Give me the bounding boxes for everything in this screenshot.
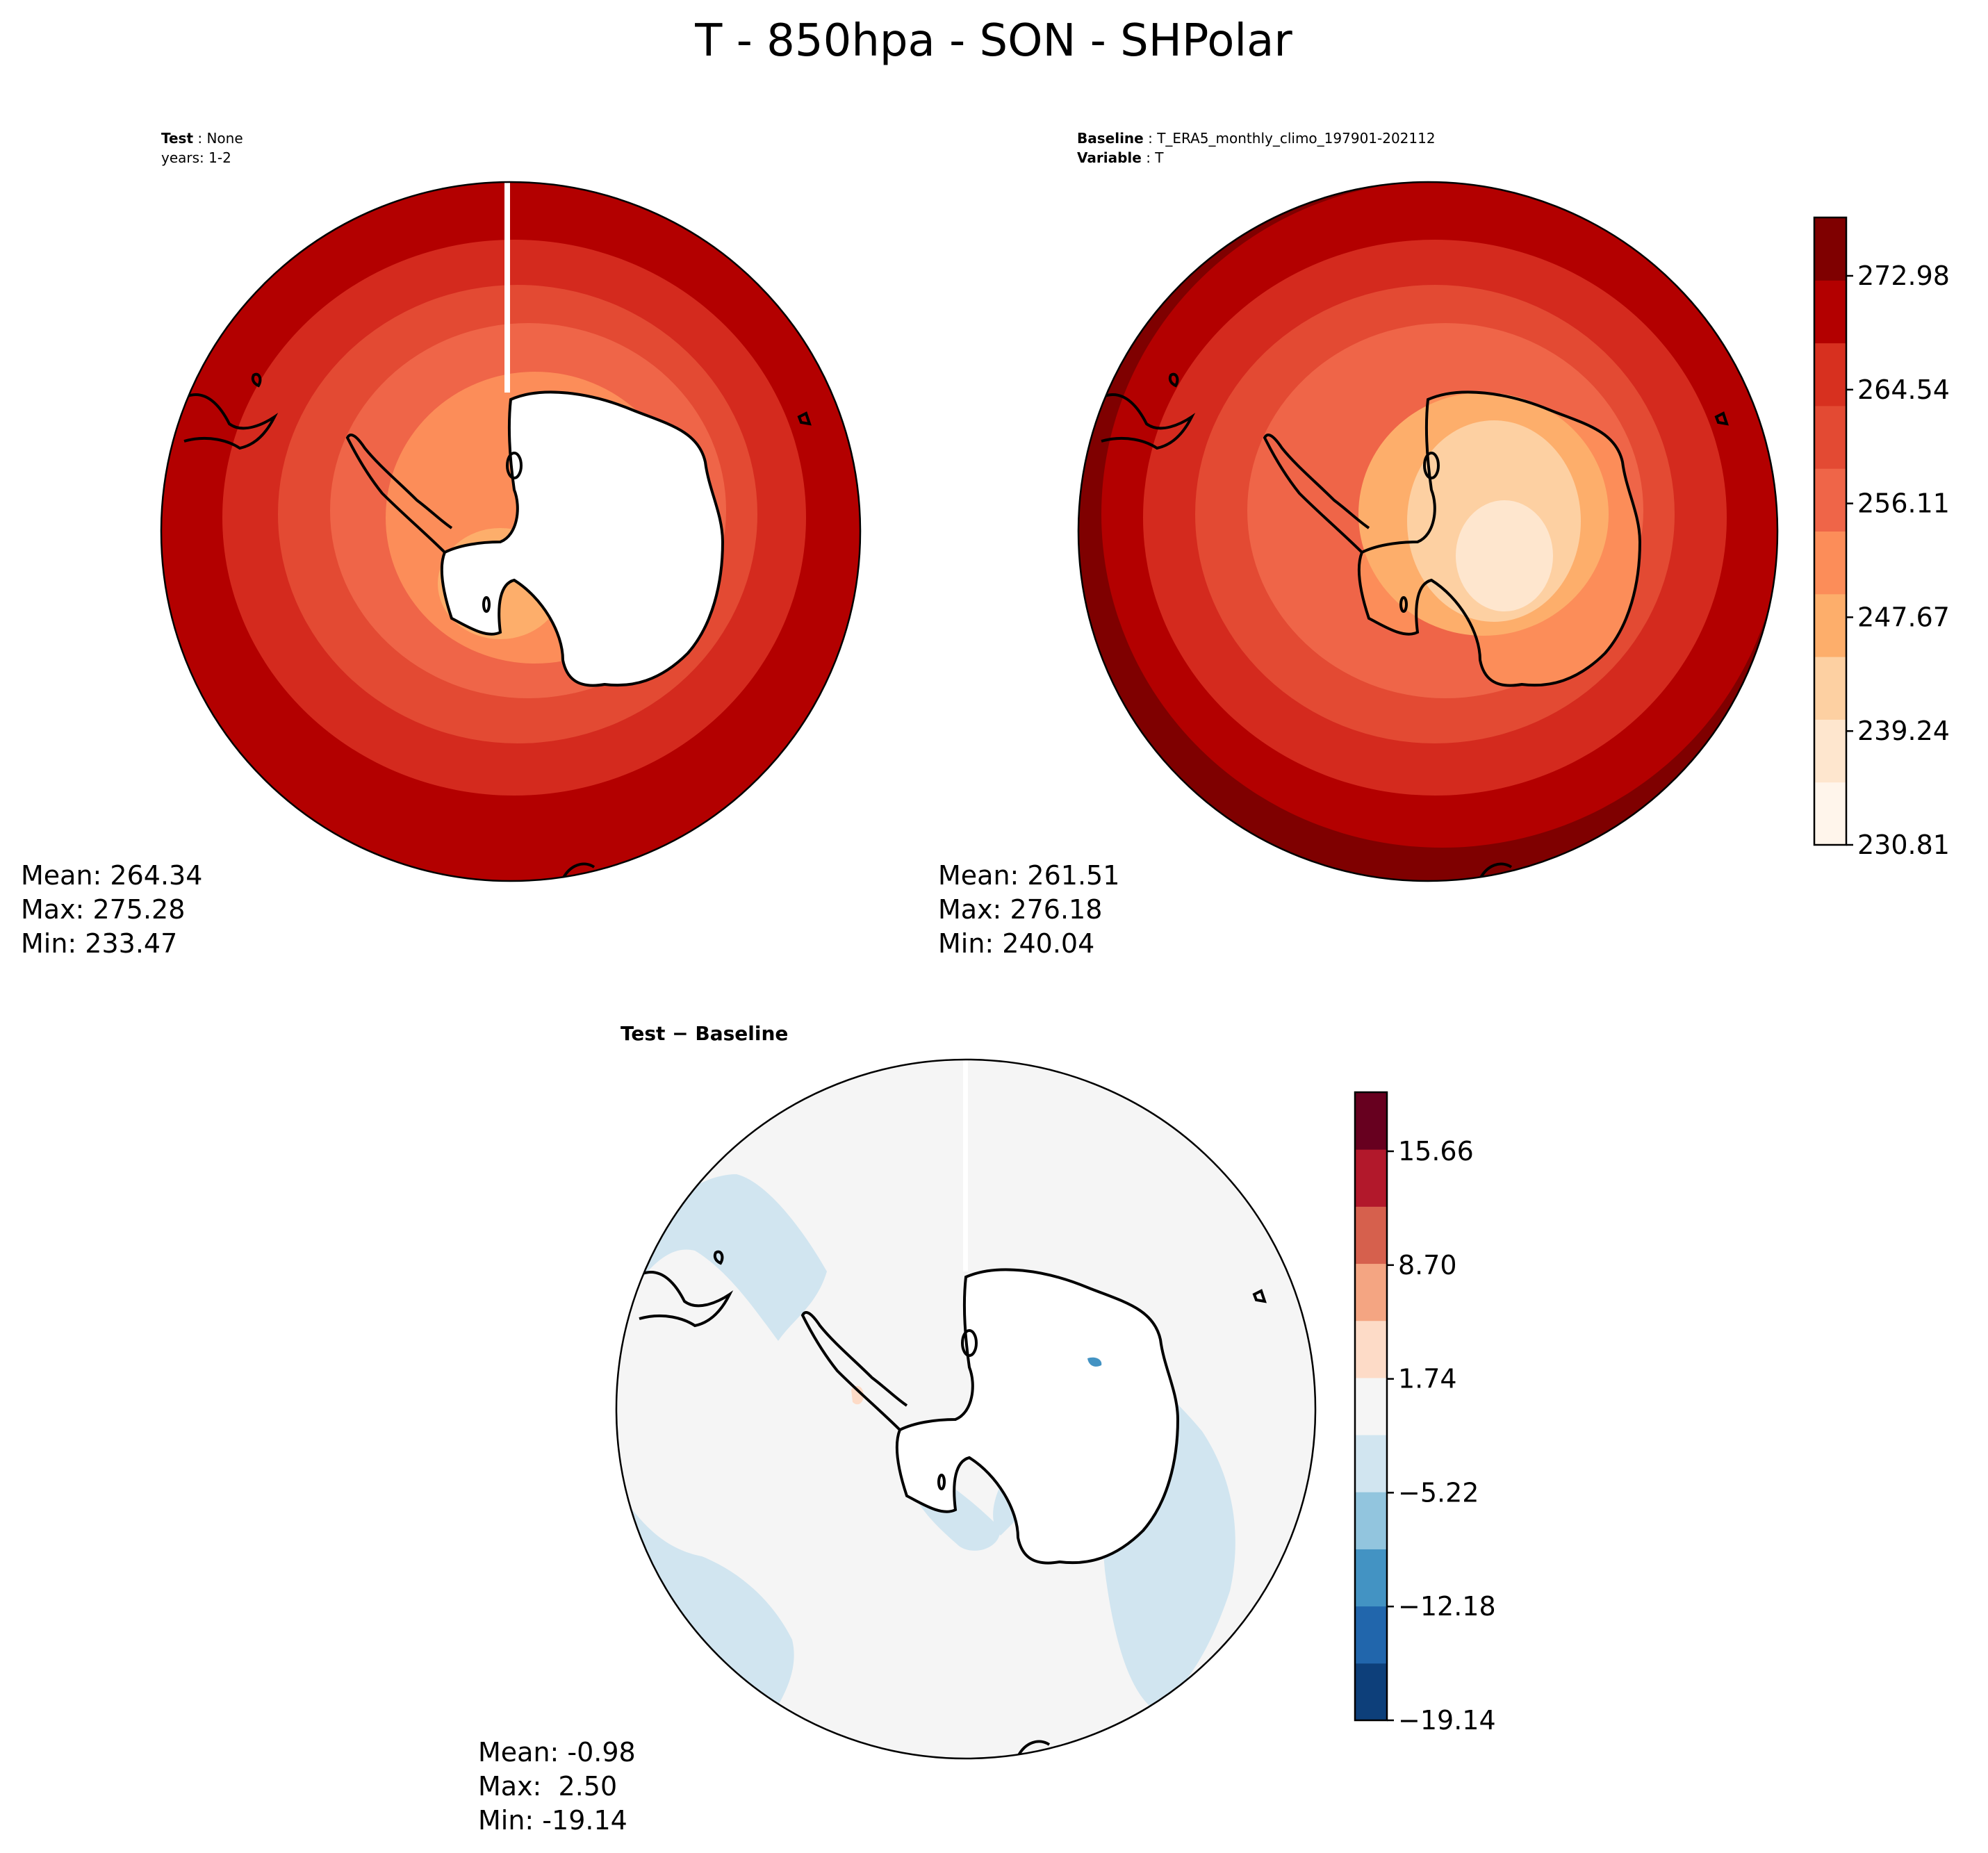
absolute-colorbar-block [1814, 593, 1846, 657]
test-map-missing-meridian [504, 182, 510, 393]
difference-colorbar-block [1355, 1263, 1387, 1321]
absolute-colorbar-block [1814, 280, 1846, 344]
test-stat-max: Max: 275.28 [21, 894, 185, 925]
test-panel: Test : None years: 1-2 [21, 130, 862, 959]
absolute-colorbar-block [1814, 343, 1846, 406]
diff-stat-min: Min: -19.14 [478, 1805, 627, 1836]
diff-stat-max: Max: 2.50 [478, 1771, 617, 1802]
diff-panel: Test − Baseline [478, 1022, 1317, 1836]
absolute-colorbar-frame [1813, 216, 1848, 846]
test-panel-years: years: 1-2 [161, 149, 231, 166]
absolute-colorbar-block [1814, 468, 1846, 532]
difference-colorbar-tick-label: −5.22 [1398, 1477, 1479, 1508]
difference-colorbar-block [1355, 1092, 1387, 1150]
absolute-colorbar-block [1814, 531, 1846, 595]
absolute-colorbar-tick-label: 247.67 [1857, 602, 1950, 632]
absolute-colorbar-tick-label: 264.54 [1857, 374, 1950, 405]
diff-panel-header: Test − Baseline [621, 1022, 788, 1045]
baseline-map-coastline [1101, 372, 1729, 880]
difference-colorbar-block [1355, 1206, 1387, 1265]
baseline-map-ice-lightest [1456, 500, 1553, 611]
absolute-colorbar-tick-label: 230.81 [1857, 830, 1950, 860]
difference-colorbar-block [1355, 1320, 1387, 1378]
difference-colorbar-tick-label: 8.70 [1398, 1250, 1457, 1280]
diff-map-coastline [639, 1250, 1267, 1757]
absolute-colorbar-tick-label: 272.98 [1857, 261, 1950, 291]
diff-map-red-patch [851, 1385, 864, 1405]
baseline-stat-max: Max: 276.18 [938, 894, 1102, 925]
absolute-colorbar-block [1814, 657, 1846, 720]
test-map [161, 182, 860, 881]
difference-colorbar-ticks: 15.66 8.70 1.74 −5.22 −12.18 −19.14 [1387, 1136, 1496, 1736]
absolute-colorbar-block [1814, 782, 1846, 846]
test-panel-header: Test : None [161, 130, 243, 147]
baseline-map-frame [1077, 181, 1779, 882]
test-stat-mean: Mean: 264.34 [21, 860, 202, 891]
test-map-frame [160, 181, 862, 882]
difference-colorbar: 15.66 8.70 1.74 −5.22 −12.18 −19.14 [1354, 1091, 1496, 1736]
test-stat-min: Min: 233.47 [21, 928, 177, 959]
baseline-stat-min: Min: 240.04 [938, 928, 1094, 959]
baseline-panel-header: Baseline : T_ERA5_monthly_climo_197901-2… [1077, 130, 1436, 147]
difference-colorbar-tick-label: 15.66 [1398, 1136, 1474, 1167]
diff-stat-mean: Mean: -0.98 [478, 1737, 636, 1768]
difference-colorbar-block [1355, 1149, 1387, 1207]
absolute-colorbar: 272.98 264.54 256.11 247.67 239.24 230.81 [1813, 216, 1950, 860]
baseline-panel-variable: Variable : T [1077, 149, 1164, 166]
absolute-colorbar-tick-label: 239.24 [1857, 716, 1950, 746]
absolute-colorbar-block [1814, 217, 1846, 281]
difference-colorbar-block [1355, 1492, 1387, 1549]
difference-colorbar-block [1355, 1549, 1387, 1607]
difference-colorbar-block [1355, 1663, 1387, 1721]
figure-title: T - 850hpa - SON - SHPolar [694, 15, 1292, 67]
difference-colorbar-tick-label: −12.18 [1398, 1591, 1496, 1622]
difference-colorbar-frame [1354, 1091, 1388, 1722]
difference-colorbar-block [1355, 1435, 1387, 1492]
baseline-stat-mean: Mean: 261.51 [938, 860, 1119, 891]
difference-colorbar-blocks [1355, 1092, 1387, 1721]
diff-map-frame [615, 1058, 1317, 1760]
absolute-colorbar-blocks [1814, 217, 1846, 846]
absolute-colorbar-ticks: 272.98 264.54 256.11 247.67 239.24 230.81 [1846, 261, 1950, 860]
absolute-colorbar-block [1814, 719, 1846, 783]
test-map-coastline [183, 372, 812, 880]
difference-colorbar-tick-label: −19.14 [1398, 1705, 1496, 1736]
diff-map [616, 1060, 1315, 1759]
absolute-colorbar-block [1814, 405, 1846, 469]
difference-colorbar-block [1355, 1606, 1387, 1664]
absolute-colorbar-tick-label: 256.11 [1857, 488, 1950, 519]
difference-colorbar-tick-label: 1.74 [1398, 1364, 1457, 1394]
baseline-map [1078, 182, 1777, 881]
diff-map-missing-meridian [963, 1060, 968, 1271]
difference-colorbar-block [1355, 1377, 1387, 1435]
diff-map-blue-edge [1087, 1357, 1102, 1367]
baseline-panel: Baseline : T_ERA5_monthly_climo_197901-2… [938, 130, 1779, 959]
diff-map-blue-southwest [625, 1501, 794, 1716]
